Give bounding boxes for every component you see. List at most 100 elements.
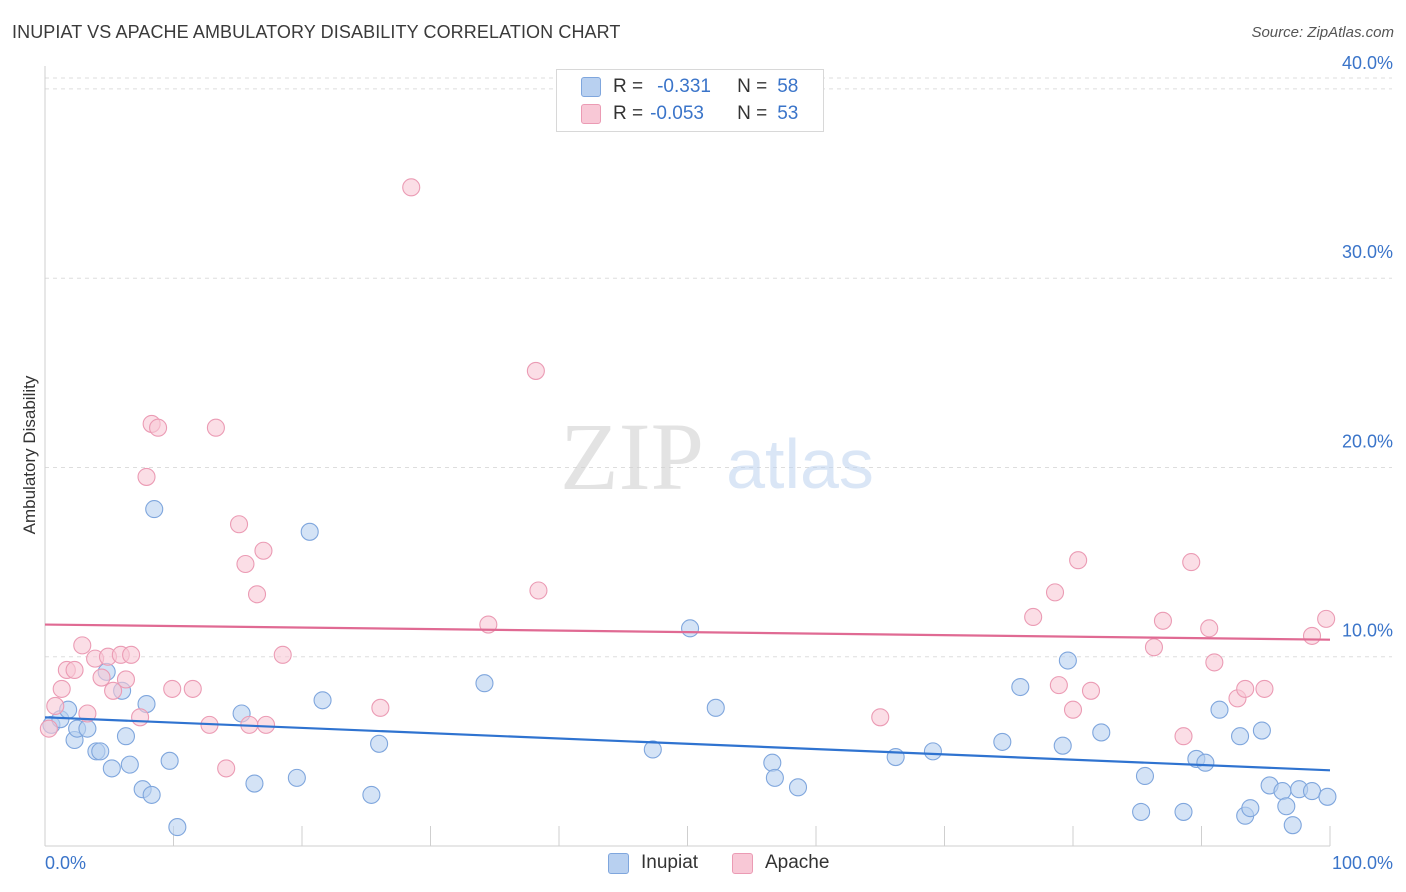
n-value: 53	[777, 103, 799, 124]
apache-point	[1174, 727, 1193, 746]
apache-point	[217, 759, 236, 778]
inupiat-point	[1318, 787, 1337, 806]
apache-point	[39, 719, 58, 738]
inupiat-point	[142, 785, 161, 804]
tick-labels: 10.0% 20.0% 30.0% 40.0% 0.0% 100.0%	[45, 53, 1393, 873]
inupiat-point	[362, 785, 381, 804]
apache-point	[1069, 551, 1088, 570]
inupiat-point	[1241, 799, 1260, 818]
inupiat-point	[245, 774, 264, 793]
apache-point	[256, 715, 276, 734]
inupiat-point	[681, 619, 700, 638]
chart-title: INUPIAT VS APACHE AMBULATORY DISABILITY …	[12, 22, 621, 42]
apache-point	[1200, 619, 1219, 638]
inupiat-point	[168, 818, 187, 837]
correlation-legend: R = -0.331 N = 58 R = -0.053 N = 53	[556, 69, 824, 132]
inupiat-swatch	[608, 852, 629, 874]
y-tick-label: 20.0%	[1342, 431, 1393, 451]
axes	[44, 66, 1331, 847]
apache-point	[163, 679, 182, 698]
apache-point	[1045, 583, 1065, 602]
r-label: R =	[613, 76, 644, 97]
apache-point	[206, 418, 225, 437]
inupiat-point	[1011, 677, 1030, 697]
inupiat-point	[370, 734, 389, 753]
legend-row-apache: R = -0.053 N = 53	[581, 101, 798, 127]
apache-point	[46, 696, 65, 715]
legend-item-inupiat[interactable]: Inupiat	[608, 852, 698, 874]
legend-row-inupiat: R = -0.331 N = 58	[581, 74, 798, 100]
inupiat-point	[287, 768, 306, 787]
x-tick-label: 100.0%	[1332, 853, 1393, 873]
r-value: -0.331	[657, 76, 711, 97]
watermark: ZIP atlas	[560, 403, 874, 510]
apache-point	[131, 708, 150, 727]
inupiat-point	[1252, 721, 1271, 740]
inupiat-point	[116, 727, 136, 746]
r-value: -0.053	[650, 103, 704, 124]
apache-point	[73, 636, 92, 655]
inupiat-point	[1135, 766, 1155, 786]
apache-point	[78, 704, 97, 723]
watermark-zip: ZIP	[560, 403, 704, 510]
apache-point	[1205, 653, 1224, 672]
apache-point	[183, 679, 202, 698]
apache-point	[116, 670, 136, 689]
legend-label-inupiat: Inupiat	[641, 852, 699, 873]
inupiat-swatch	[581, 77, 601, 97]
inupiat-point	[160, 751, 179, 770]
inupiat-trend-line	[44, 716, 1331, 772]
inupiat-point	[923, 742, 942, 761]
apache-trend-line	[44, 623, 1331, 641]
inupiat-point	[1210, 700, 1229, 719]
inupiat-point	[763, 753, 782, 772]
apache-point	[1302, 626, 1322, 645]
inupiat-point	[1058, 651, 1077, 670]
apache-point	[529, 581, 548, 600]
inupiat-point	[1053, 736, 1072, 755]
inupiat-point	[765, 768, 784, 787]
apache-point	[273, 645, 292, 664]
legend-item-apache[interactable]: Apache	[732, 852, 829, 874]
apache-point	[122, 645, 141, 664]
inupiat-point	[788, 778, 808, 797]
apache-point	[402, 178, 421, 197]
inupiat-point	[1092, 723, 1111, 742]
y-tick-label: 40.0%	[1342, 53, 1393, 73]
inupiat-point	[993, 732, 1012, 751]
apache-point	[526, 361, 545, 380]
y-tick-label: 10.0%	[1342, 621, 1393, 641]
series-legend: Inupiat Apache	[0, 852, 1406, 876]
inupiat-point	[1196, 753, 1215, 772]
inupiat-point	[300, 522, 319, 541]
apache-point	[1236, 679, 1255, 698]
apache-point	[65, 660, 84, 680]
apache-point	[1049, 676, 1068, 695]
apache-swatch	[732, 852, 753, 874]
x-tick-label: 0.0%	[45, 853, 86, 873]
r-label: R =	[613, 103, 644, 124]
inupiat-point	[475, 674, 494, 693]
apache-point	[1255, 679, 1274, 698]
inupiat-point	[643, 740, 662, 759]
inupiat-point	[1132, 802, 1151, 821]
apache-point	[137, 467, 156, 486]
apache-point	[149, 418, 168, 437]
apache-point	[229, 515, 249, 534]
data-points	[39, 178, 1337, 837]
inupiat-point	[313, 691, 332, 710]
apache-point	[92, 668, 111, 687]
apache-point	[1144, 638, 1164, 657]
apache-point	[247, 585, 267, 604]
inupiat-point	[91, 742, 110, 761]
apache-point	[236, 554, 255, 574]
inupiat-point	[1231, 727, 1250, 746]
apache-point	[104, 681, 123, 700]
source-label: Source: ZipAtlas.com	[1251, 24, 1394, 41]
inupiat-point	[1302, 782, 1322, 801]
apache-swatch	[581, 104, 601, 124]
apache-point	[1317, 609, 1336, 628]
apache-point	[371, 698, 390, 717]
n-value: 58	[777, 76, 799, 97]
